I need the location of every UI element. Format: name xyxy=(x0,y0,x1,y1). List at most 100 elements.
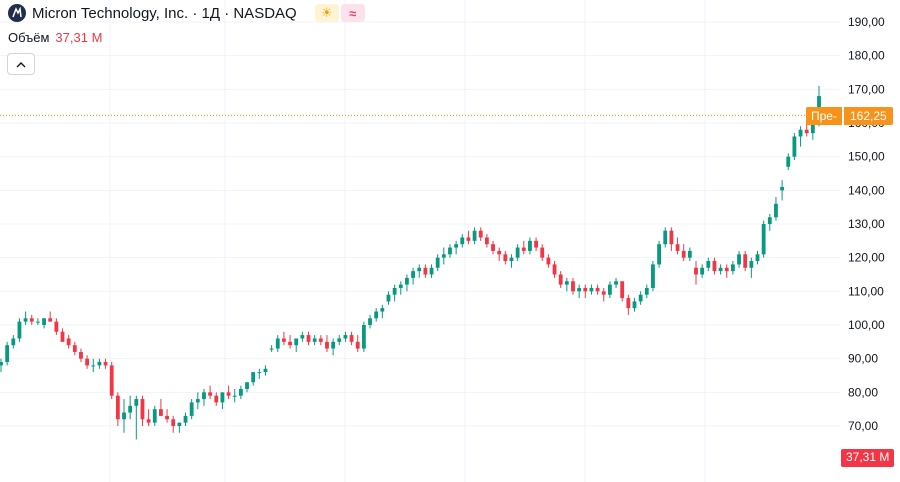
candles xyxy=(0,85,821,440)
candle xyxy=(306,331,311,346)
candle xyxy=(177,422,182,433)
wave-icon[interactable]: ≈ xyxy=(340,4,365,22)
candle-body xyxy=(484,237,489,245)
candle xyxy=(454,240,459,255)
candle xyxy=(712,257,717,275)
candle xyxy=(361,321,366,352)
candle-body xyxy=(183,415,188,423)
candle xyxy=(577,284,582,299)
candle xyxy=(349,331,354,346)
candle-body xyxy=(589,287,594,292)
candle-body xyxy=(202,392,206,400)
candle-body xyxy=(466,237,471,241)
candle xyxy=(288,335,292,349)
candle-body xyxy=(601,291,606,295)
collapse-legend-button[interactable] xyxy=(7,53,35,75)
candle xyxy=(48,311,53,322)
y-tick-label: 120,00 xyxy=(848,251,885,265)
candle xyxy=(706,257,711,272)
candle xyxy=(651,261,655,292)
candle-body xyxy=(669,230,674,245)
candle xyxy=(503,250,508,265)
candle xyxy=(11,335,16,349)
candle xyxy=(417,264,422,278)
candle-body xyxy=(398,284,403,288)
candle xyxy=(159,399,163,416)
candle-body xyxy=(257,372,262,374)
chevron-up-icon xyxy=(16,61,26,67)
candle-body xyxy=(226,392,231,396)
candle-body xyxy=(115,395,120,420)
candle-body xyxy=(60,331,65,342)
candle-body xyxy=(644,287,649,295)
candle-body xyxy=(675,244,680,251)
candle-body xyxy=(48,318,53,322)
market-open-sun-icon[interactable]: ☀ xyxy=(314,4,339,22)
candle-body xyxy=(730,264,735,272)
candle-body xyxy=(749,261,754,268)
candle-body xyxy=(386,294,391,302)
candle-body xyxy=(423,267,428,275)
candle-body xyxy=(368,318,372,325)
candle xyxy=(66,335,71,349)
y-tick-label: 180,00 xyxy=(848,49,885,63)
candle xyxy=(411,267,415,285)
candle-body xyxy=(774,203,778,218)
candle-body xyxy=(214,395,219,403)
candle xyxy=(644,284,649,299)
last-price-tag: Пре- 162,25 xyxy=(806,107,893,125)
candle-body xyxy=(152,409,157,423)
candle xyxy=(245,382,249,393)
candle xyxy=(202,388,206,406)
candle-body xyxy=(571,281,575,292)
candle-body xyxy=(743,254,748,268)
candle-body xyxy=(392,287,397,295)
candle xyxy=(515,244,520,262)
candle xyxy=(318,335,323,346)
candle-body xyxy=(109,365,114,396)
candle-body xyxy=(534,240,538,248)
candle xyxy=(466,230,471,245)
candle xyxy=(128,395,133,420)
candle xyxy=(675,237,680,255)
candle xyxy=(571,277,575,295)
candle xyxy=(798,126,803,147)
candle-body xyxy=(0,362,3,366)
candle-body xyxy=(638,294,643,302)
candle xyxy=(214,392,219,406)
candle-body xyxy=(122,412,126,420)
candle-body xyxy=(583,287,588,292)
candle xyxy=(91,358,96,373)
symbol-title[interactable]: Micron Technology, Inc. · 1Д · NASDAQ xyxy=(32,4,297,22)
candle-body xyxy=(755,254,760,262)
candle-body xyxy=(780,186,785,191)
candle xyxy=(730,261,735,275)
candle xyxy=(171,415,176,433)
candle-body xyxy=(208,392,213,396)
candle xyxy=(368,314,372,329)
candle xyxy=(767,213,772,231)
candle xyxy=(546,254,551,268)
candle-body xyxy=(540,247,545,258)
y-tick-label: 150,00 xyxy=(848,150,885,164)
candle xyxy=(632,298,637,312)
candle-body xyxy=(177,422,182,426)
candle xyxy=(300,331,305,342)
candle xyxy=(564,277,569,292)
candle xyxy=(263,365,268,376)
candle-body xyxy=(429,267,434,275)
y-tick-label: 100,00 xyxy=(848,318,885,332)
candle xyxy=(251,372,256,386)
candle-body xyxy=(300,335,305,339)
candle-body xyxy=(786,156,791,167)
candle xyxy=(521,240,526,255)
candle xyxy=(103,358,108,369)
candle xyxy=(694,261,698,285)
candle xyxy=(484,234,489,248)
candle-body xyxy=(343,335,348,339)
candle-body xyxy=(528,240,532,251)
candle-body xyxy=(165,415,169,420)
candle-body xyxy=(620,281,625,299)
candle xyxy=(724,264,729,278)
